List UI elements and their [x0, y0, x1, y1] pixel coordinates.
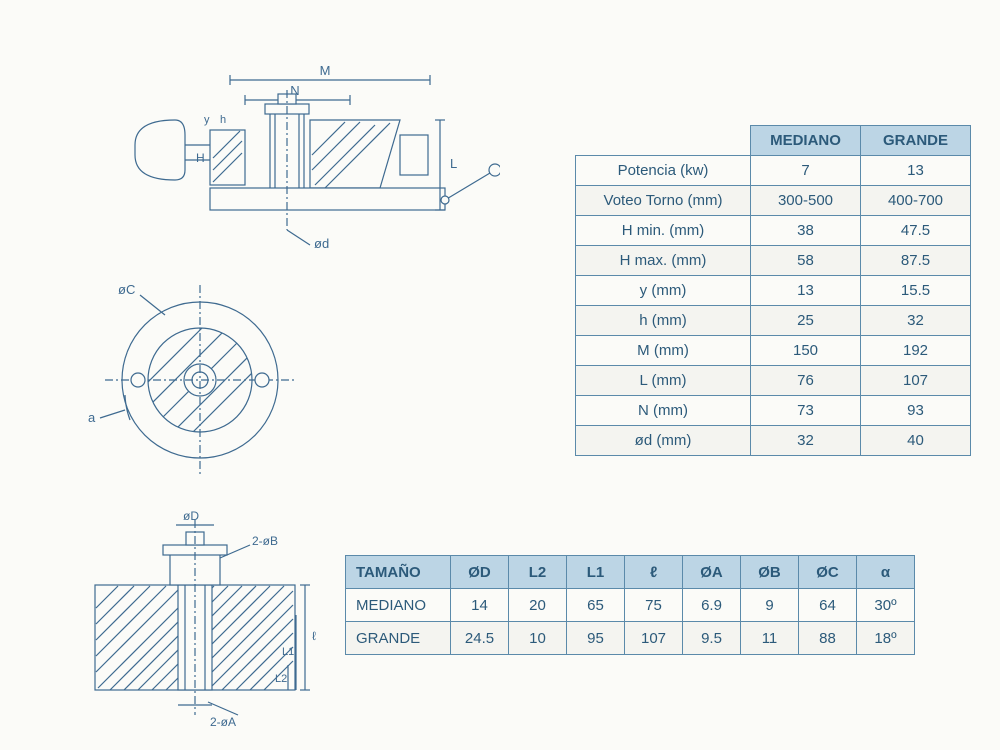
t1-row-val-mediano: 25 [751, 306, 861, 336]
dim-L1: L1 [282, 646, 294, 658]
dim-a: a [88, 410, 96, 425]
specs-table-main: MEDIANO GRANDE Potencia (kw)713Voteo Tor… [575, 125, 971, 456]
t2-row-val: 9 [741, 589, 799, 622]
t1-row-val-grande: 400-700 [861, 186, 971, 216]
t1-row-val-grande: 93 [861, 396, 971, 426]
t2-row-val: 18º [857, 622, 915, 655]
t1-row: ød (mm)3240 [576, 426, 971, 456]
t2-head-col: L2 [509, 556, 567, 589]
t1-row-label: Potencia (kw) [576, 156, 751, 186]
dim-M: M [320, 63, 331, 78]
t2-row-val: 14 [451, 589, 509, 622]
t1-row-val-grande: 40 [861, 426, 971, 456]
t1-row-val-mediano: 7 [751, 156, 861, 186]
t2-row-size: MEDIANO [346, 589, 451, 622]
t2-row: GRANDE24.510951079.5118818º [346, 622, 915, 655]
t1-row: M (mm)150192 [576, 336, 971, 366]
t1-row-label: Voteo Torno (mm) [576, 186, 751, 216]
t2-row-val: 11 [741, 622, 799, 655]
t2-head-col: ØD [451, 556, 509, 589]
t1-row: Potencia (kw)713 [576, 156, 971, 186]
dim-od: ød [314, 236, 329, 250]
dim-oD: øD [183, 509, 199, 523]
t1-row-val-grande: 15.5 [861, 276, 971, 306]
dim-L: L [450, 156, 457, 171]
t2-head-col: ØB [741, 556, 799, 589]
dim-oC: øC [118, 282, 135, 297]
t2-row-val: 107 [625, 622, 683, 655]
t1-row-label: N (mm) [576, 396, 751, 426]
dim-2oB: 2-øB [252, 534, 278, 548]
t2-head-col: ØA [683, 556, 741, 589]
dim-h: h [220, 114, 226, 126]
t1-corner [576, 126, 751, 156]
t1-row: H min. (mm)3847.5 [576, 216, 971, 246]
t2-row-val: 10 [509, 622, 567, 655]
diagram-section-view: øD 2-øB 2-øA ℓ L1 L2 [60, 490, 330, 730]
t2-row-val: 88 [799, 622, 857, 655]
t2-row-val: 75 [625, 589, 683, 622]
t1-row-label: H min. (mm) [576, 216, 751, 246]
diagram-top-view: øC a [70, 280, 310, 480]
t2-row-val: 9.5 [683, 622, 741, 655]
t2-row-size: GRANDE [346, 622, 451, 655]
dim-y: y [204, 114, 210, 126]
t1-row-val-grande: 13 [861, 156, 971, 186]
t1-row-val-mediano: 32 [751, 426, 861, 456]
t1-row: L (mm)76107 [576, 366, 971, 396]
t2-head-col: L1 [567, 556, 625, 589]
t1-row-label: L (mm) [576, 366, 751, 396]
t1-row: h (mm)2532 [576, 306, 971, 336]
t2-head-col: ØC [799, 556, 857, 589]
t2-row-val: 20 [509, 589, 567, 622]
t2-row-val: 65 [567, 589, 625, 622]
t2-head-size: TAMAÑO [346, 556, 451, 589]
diagram-side-view: M N [100, 60, 500, 250]
t1-row-val-mediano: 76 [751, 366, 861, 396]
t2-row: MEDIANO142065756.996430º [346, 589, 915, 622]
t1-row-val-mediano: 300-500 [751, 186, 861, 216]
t1-row-val-grande: 87.5 [861, 246, 971, 276]
t2-row-val: 95 [567, 622, 625, 655]
t1-row: N (mm)7393 [576, 396, 971, 426]
t1-row-label: y (mm) [576, 276, 751, 306]
t1-row-label: M (mm) [576, 336, 751, 366]
t1-row: H max. (mm)5887.5 [576, 246, 971, 276]
t1-row-val-grande: 47.5 [861, 216, 971, 246]
t1-row: y (mm)1315.5 [576, 276, 971, 306]
t1-row-val-mediano: 150 [751, 336, 861, 366]
t1-row-val-mediano: 38 [751, 216, 861, 246]
t1-row-label: h (mm) [576, 306, 751, 336]
t1-head-grande: GRANDE [861, 126, 971, 156]
dim-L2: L2 [275, 673, 287, 685]
dim-l: ℓ [312, 629, 316, 643]
specs-table-dimensions: TAMAÑOØDL2L1ℓØAØBØCα MEDIANO142065756.99… [345, 555, 915, 655]
dim-H: H [196, 151, 205, 165]
dim-2oA: 2-øA [210, 715, 236, 729]
t1-row-val-grande: 107 [861, 366, 971, 396]
t1-row-label: H max. (mm) [576, 246, 751, 276]
t2-row-val: 30º [857, 589, 915, 622]
t1-row: Voteo Torno (mm)300-500400-700 [576, 186, 971, 216]
t2-head-col: α [857, 556, 915, 589]
t1-row-val-mediano: 13 [751, 276, 861, 306]
t1-row-label: ød (mm) [576, 426, 751, 456]
t2-row-val: 24.5 [451, 622, 509, 655]
t1-row-val-grande: 192 [861, 336, 971, 366]
t2-row-val: 64 [799, 589, 857, 622]
t2-row-val: 6.9 [683, 589, 741, 622]
t1-row-val-grande: 32 [861, 306, 971, 336]
t1-head-mediano: MEDIANO [751, 126, 861, 156]
t2-head-col: ℓ [625, 556, 683, 589]
t1-row-val-mediano: 58 [751, 246, 861, 276]
t1-row-val-mediano: 73 [751, 396, 861, 426]
